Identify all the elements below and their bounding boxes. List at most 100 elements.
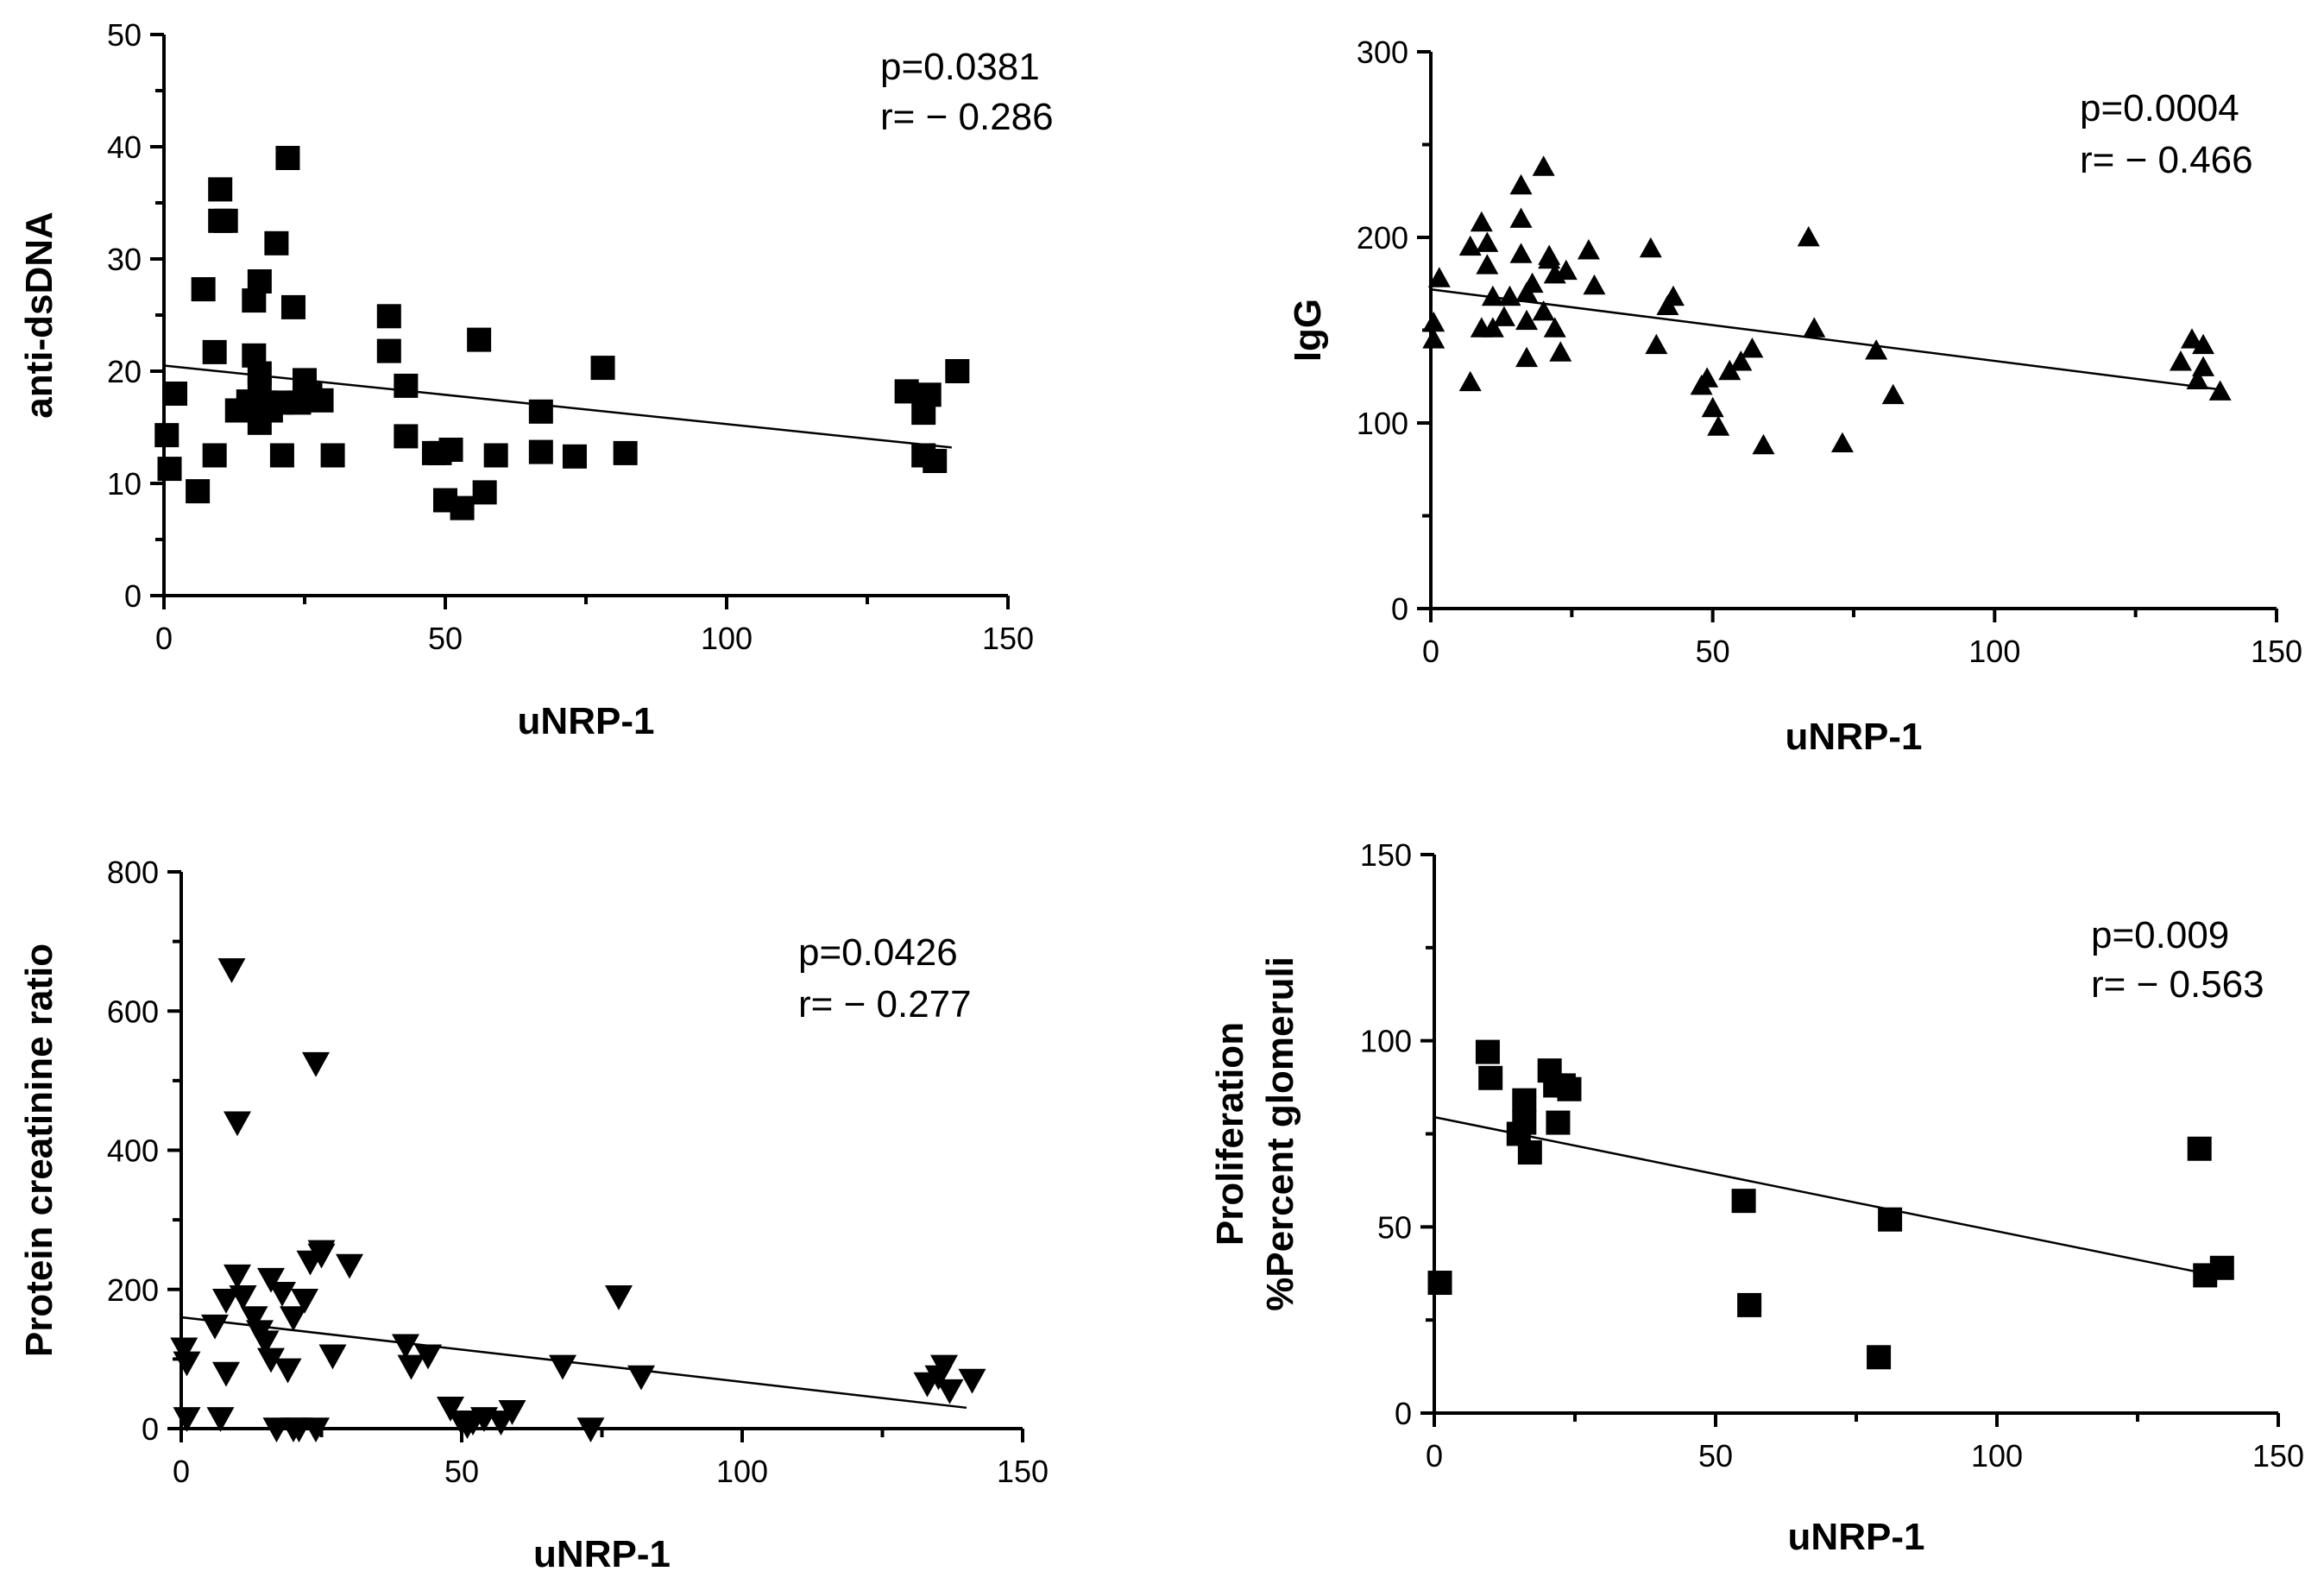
data-point [208, 177, 233, 202]
data-point [1481, 317, 1504, 338]
data-point [450, 495, 475, 521]
y-axis-title: IgG [1287, 299, 1329, 362]
stat-annotation: p=0.0381 [880, 46, 1040, 88]
data-point [157, 457, 182, 482]
data-point [1752, 433, 1775, 455]
data-point [1543, 317, 1566, 338]
data-point [206, 1407, 235, 1432]
data-point [437, 1397, 464, 1422]
data-point [173, 1351, 201, 1377]
data-point [916, 382, 942, 407]
data-point [1729, 350, 1753, 371]
data-point [958, 1368, 986, 1394]
data-point [394, 424, 419, 449]
data-point [1509, 174, 1533, 195]
data-point [1731, 1189, 1756, 1214]
x-tick-label: 100 [1971, 1438, 2023, 1474]
y-tick-label: 200 [107, 1272, 159, 1308]
data-point [392, 1334, 419, 1360]
data-point [1549, 341, 1572, 362]
y-tick-label: 10 [107, 466, 142, 502]
x-axis-title: uNRP-1 [533, 1533, 671, 1575]
data-point [201, 1314, 229, 1340]
data-point [320, 443, 345, 468]
data-point [923, 449, 948, 473]
x-tick-label: 50 [444, 1454, 479, 1489]
data-point [1478, 1065, 1503, 1090]
y-tick-label: 20 [107, 354, 142, 389]
data-point [1707, 415, 1730, 436]
data-point [1645, 333, 1668, 355]
x-tick-label: 50 [1696, 634, 1730, 669]
data-point [257, 1267, 285, 1293]
data-point [212, 1361, 240, 1387]
data-point [302, 1417, 330, 1442]
data-point [945, 359, 970, 383]
stat-annotation: r= − 0.563 [2091, 963, 2264, 1006]
data-point [251, 1330, 280, 1356]
data-point [240, 1306, 268, 1331]
x-tick-label: 150 [982, 621, 1034, 656]
data-point [627, 1365, 655, 1391]
data-point [1515, 346, 1539, 368]
data-point [576, 1417, 605, 1442]
y-tick-label: 50 [107, 17, 142, 53]
data-point [1512, 1088, 1537, 1113]
data-point [414, 1344, 442, 1370]
data-point [1475, 1039, 1500, 1064]
data-point [376, 304, 401, 329]
data-point [1476, 254, 1499, 275]
data-point [1515, 309, 1539, 331]
y-tick-label: 0 [124, 578, 142, 614]
regression-line [180, 1316, 967, 1410]
data-point [1509, 207, 1533, 228]
x-axis-title: uNRP-1 [518, 700, 655, 742]
data-point [224, 1264, 251, 1290]
data-point [154, 423, 179, 448]
y-tick-label: 100 [1357, 406, 1408, 441]
data-point [1427, 267, 1451, 287]
data-point [1481, 285, 1504, 306]
y-axis-title: Protein creatinine ratio [18, 943, 60, 1357]
data-point [498, 1400, 526, 1425]
data-point [1532, 300, 1555, 321]
data-point [394, 373, 419, 398]
data-point [894, 379, 919, 404]
data-point [528, 439, 553, 464]
x-tick-label: 100 [1968, 634, 2020, 669]
data-point [1718, 359, 1741, 381]
y-tick-label: 30 [107, 242, 142, 277]
y-tick-label: 800 [107, 855, 159, 890]
data-point [605, 1285, 633, 1310]
x-tick-label: 0 [1426, 1438, 1443, 1474]
data-point [1517, 1140, 1542, 1165]
x-tick-label: 0 [155, 621, 173, 656]
y-tick-label: 150 [1360, 837, 1412, 873]
data-point [1521, 272, 1544, 293]
x-axis-title: uNRP-1 [1786, 716, 1923, 758]
data-point [269, 443, 294, 468]
y-tick-label: 400 [107, 1133, 159, 1169]
data-point [274, 1358, 302, 1384]
chart-panel-proliferation: 0 50 100 150 0 50 100 150 uNRP-1 Proliferation %Pe… [1209, 837, 2304, 1558]
x-tick-label: 50 [1698, 1438, 1733, 1474]
data-point [1696, 367, 1719, 388]
x-tick-label: 0 [173, 1454, 190, 1489]
data-point [1470, 211, 1493, 232]
regression-line [1430, 287, 2220, 391]
data-point [1865, 339, 1888, 360]
data-point [2209, 1255, 2234, 1280]
data-point [467, 327, 492, 352]
data-point [229, 1285, 257, 1310]
data-point [1797, 226, 1820, 247]
data-point [2181, 328, 2203, 349]
data-point [268, 1281, 296, 1307]
y-tick-label: 100 [1360, 1024, 1412, 1059]
data-point [2186, 369, 2209, 389]
data-point [202, 339, 227, 364]
data-point [264, 230, 289, 256]
data-point [562, 444, 587, 469]
data-point [1492, 306, 1515, 326]
data-point [2187, 1136, 2212, 1161]
data-point [1546, 1110, 1571, 1135]
